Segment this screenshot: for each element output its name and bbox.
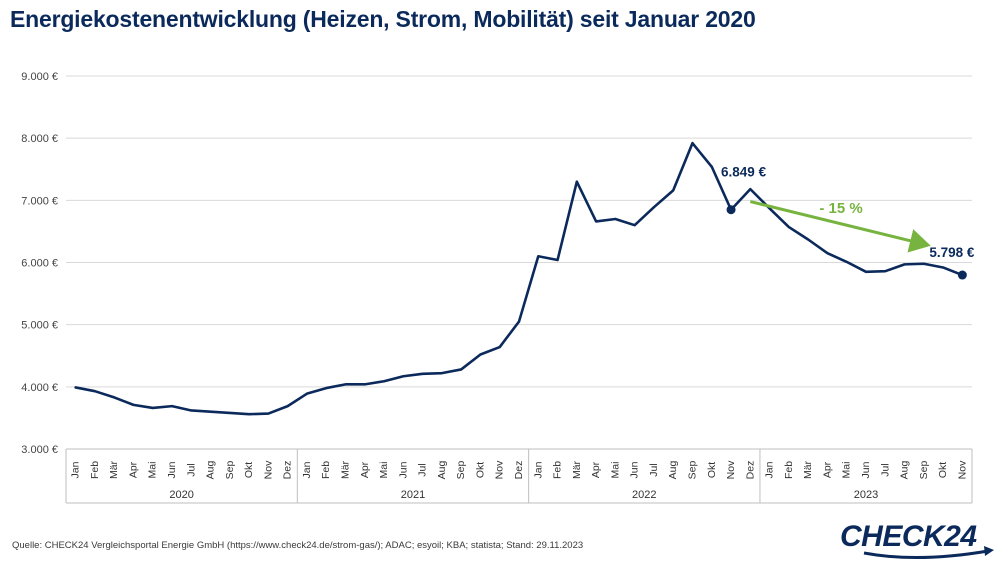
- x-tick-label: Sep: [918, 461, 930, 480]
- series: [74, 141, 964, 416]
- y-tick-label: 4.000 €: [21, 382, 58, 394]
- y-tick-label: 8.000 €: [21, 133, 58, 145]
- change-annotation: - 15 %: [819, 200, 862, 217]
- x-tick-label: Nov: [956, 460, 968, 479]
- x-tick-label: Jan: [301, 461, 313, 478]
- trend-arrow: [749, 200, 931, 253]
- y-tick-label: 9.000 €: [21, 71, 58, 83]
- highlight-point: [957, 270, 967, 280]
- x-tick-label: Aug: [899, 461, 911, 480]
- x-tick-label: Sep: [686, 461, 698, 480]
- x-tick-label: Mär: [571, 460, 583, 479]
- chart-title: Energiekostenentwicklung (Heizen, Strom,…: [10, 6, 756, 32]
- x-tick-label: Aug: [667, 461, 679, 480]
- x-tick-label: Apr: [821, 461, 833, 478]
- data-label: 5.798 €: [929, 245, 975, 260]
- highlight-point: [726, 205, 736, 215]
- x-tick-label: Jun: [166, 461, 178, 478]
- x-tick-label: Mai: [378, 462, 390, 479]
- x-tick-label: Jun: [397, 461, 409, 478]
- y-tick-label: 5.000 €: [21, 320, 58, 332]
- x-tick-label: Jul: [879, 463, 891, 476]
- x-tick-label: Dez: [513, 461, 525, 480]
- x-tick-label: Mär: [802, 460, 814, 479]
- x-tick-label: Apr: [359, 461, 371, 478]
- x-tick-label: Sep: [224, 461, 236, 480]
- x-tick-label: Jul: [185, 463, 197, 476]
- x-tick-label: Dez: [282, 461, 294, 480]
- x-tick-label: Feb: [320, 461, 332, 479]
- logo-text: CHECK24: [840, 520, 977, 553]
- y-tick-label: 3.000 €: [21, 444, 58, 456]
- x-tick-label: Jul: [648, 463, 660, 476]
- year-label: 2021: [401, 489, 425, 501]
- y-tick-label: 7.000 €: [21, 195, 58, 207]
- x-tick-label: Okt: [937, 462, 949, 478]
- data-labels: 6.849 € 5.798 € - 15 %: [721, 165, 975, 280]
- x-tick-label: Okt: [474, 462, 486, 478]
- x-tick-label: Mär: [340, 460, 352, 479]
- x-tick-label: Mai: [147, 462, 159, 479]
- x-tick-label: Jan: [764, 461, 776, 478]
- x-tick-label: Apr: [127, 461, 139, 478]
- check24-logo: CHECK24: [840, 520, 994, 560]
- x-tick-label: Feb: [783, 461, 795, 479]
- x-tick-label: Aug: [436, 461, 448, 480]
- x-tick-label: Apr: [590, 461, 602, 478]
- x-tick-label: Sep: [455, 461, 467, 480]
- x-tick-label: Jul: [417, 463, 429, 476]
- data-label: 6.849 €: [721, 165, 767, 180]
- x-tick-label: Jan: [70, 461, 82, 478]
- x-axis: Jan Feb Mär Apr Mai Jun Jul Aug Sep Okt Nov Dez Jan F…: [65, 448, 973, 504]
- x-tick-label: Nov: [262, 460, 274, 479]
- x-tick-label: Nov: [725, 460, 737, 479]
- year-label: 2023: [854, 489, 878, 501]
- x-tick-label: Nov: [494, 460, 506, 479]
- year-label: 2020: [169, 489, 193, 501]
- year-label: 2022: [632, 489, 656, 501]
- x-tick-label: Mai: [841, 462, 853, 479]
- x-tick-label: Okt: [243, 462, 255, 478]
- x-tick-label: Okt: [706, 462, 718, 478]
- y-axis: 3.000 € 4.000 € 5.000 € 6.000 € 7.000 € 8.000…: [21, 71, 58, 456]
- x-tick-label: Feb: [89, 461, 101, 479]
- x-tick-label: Jan: [532, 461, 544, 478]
- line-chart: 3.000 € 4.000 € 5.000 € 6.000 € 7.000 € 8.000…: [21, 71, 975, 504]
- gridlines: [66, 75, 972, 450]
- x-tick-label: Jun: [629, 461, 641, 478]
- y-tick-label: 6.000 €: [21, 258, 58, 270]
- x-tick-label: Mai: [609, 462, 621, 479]
- x-tick-label: Jun: [860, 461, 872, 478]
- x-tick-label: Aug: [205, 461, 217, 480]
- x-tick-label: Dez: [744, 461, 756, 480]
- x-tick-label: Mär: [108, 460, 120, 479]
- x-tick-label: Feb: [552, 461, 564, 479]
- series-line: [74, 141, 964, 416]
- source-note: Quelle: CHECK24 Vergleichsportal Energie…: [12, 540, 584, 551]
